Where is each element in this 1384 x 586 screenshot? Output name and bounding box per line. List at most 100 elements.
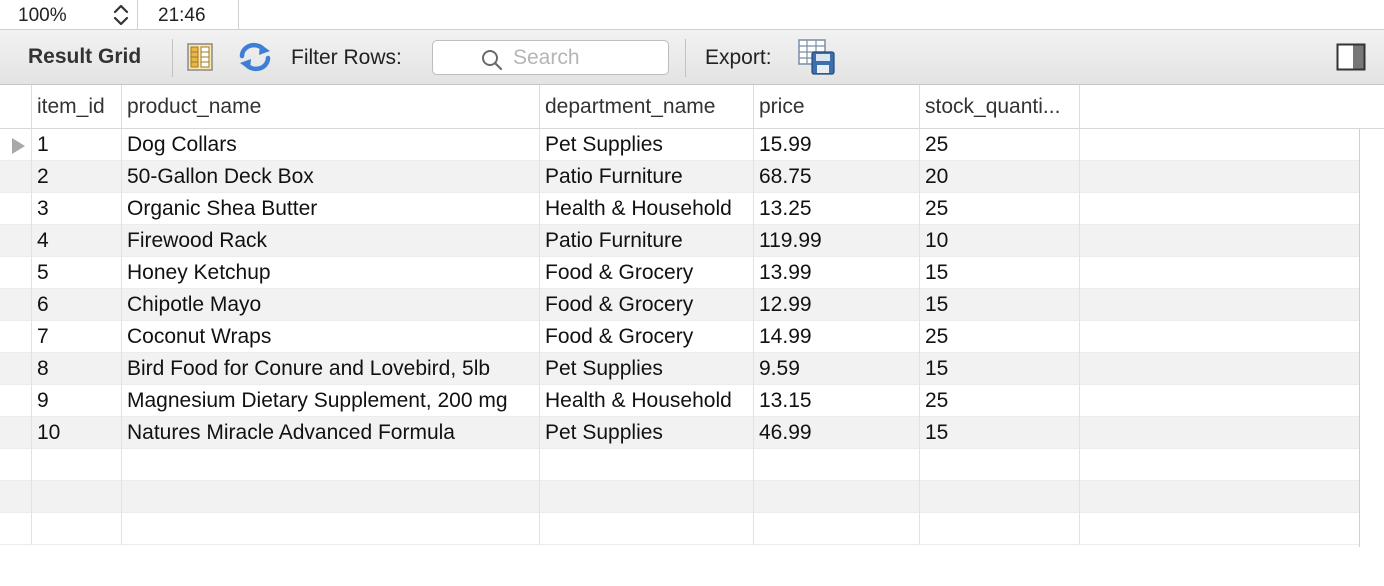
column-header-item-id[interactable]: item_id — [32, 85, 122, 129]
table-row[interactable]: 4 Firewood Rack Patio Furniture 119.99 10 — [0, 225, 1359, 257]
cell-item-id[interactable]: 3 — [32, 193, 122, 225]
cell-product-name[interactable]: Magnesium Dietary Supplement, 200 mg — [122, 385, 540, 417]
cell-price[interactable] — [754, 513, 920, 545]
refresh-arrows-icon[interactable] — [238, 42, 272, 72]
cell-price[interactable]: 15.99 — [754, 129, 920, 161]
cell-department-name[interactable]: Pet Supplies — [540, 353, 754, 385]
table-row[interactable]: 2 50-Gallon Deck Box Patio Furniture 68.75 2… — [0, 161, 1359, 193]
cell-department-name[interactable]: Health & Household — [540, 193, 754, 225]
row-selector[interactable] — [0, 353, 32, 385]
form-columns-icon[interactable] — [187, 43, 213, 71]
table-row[interactable]: 7 Coconut Wraps Food & Grocery 14.99 25 — [0, 321, 1359, 353]
cell-product-name[interactable]: Chipotle Mayo — [122, 289, 540, 321]
cell-item-id[interactable]: 4 — [32, 225, 122, 257]
table-row[interactable]: 3 Organic Shea Butter Health & Household 13… — [0, 193, 1359, 225]
row-selector[interactable] — [0, 289, 32, 321]
cell-price[interactable]: 13.15 — [754, 385, 920, 417]
row-selector[interactable] — [0, 193, 32, 225]
row-selector[interactable] — [0, 225, 32, 257]
cell-stock-quantity[interactable]: 25 — [920, 385, 1080, 417]
column-header-product-name[interactable]: product_name — [122, 85, 540, 129]
column-header-stock-quantity[interactable]: stock_quanti... — [920, 85, 1080, 129]
cell-price[interactable]: 13.25 — [754, 193, 920, 225]
cell-item-id[interactable]: 8 — [32, 353, 122, 385]
cell-item-id[interactable]: 7 — [32, 321, 122, 353]
cell-department-name[interactable]: Food & Grocery — [540, 321, 754, 353]
search-input[interactable] — [513, 45, 663, 71]
cell-stock-quantity[interactable]: 15 — [920, 289, 1080, 321]
cell-price[interactable]: 9.59 — [754, 353, 920, 385]
cell-product-name[interactable]: Firewood Rack — [122, 225, 540, 257]
cell-price[interactable]: 119.99 — [754, 225, 920, 257]
cell-item-id[interactable]: 6 — [32, 289, 122, 321]
cell-price[interactable] — [754, 481, 920, 513]
cell-product-name[interactable]: Coconut Wraps — [122, 321, 540, 353]
row-selector[interactable] — [0, 513, 32, 545]
cell-stock-quantity[interactable]: 15 — [920, 257, 1080, 289]
cell-price[interactable] — [754, 449, 920, 481]
column-header-department-name[interactable]: department_name — [540, 85, 754, 129]
cell-product-name[interactable]: Natures Miracle Advanced Formula — [122, 417, 540, 449]
cell-stock-quantity[interactable]: 25 — [920, 129, 1080, 161]
cell-stock-quantity[interactable]: 15 — [920, 417, 1080, 449]
cell-department-name[interactable] — [540, 449, 754, 481]
cell-stock-quantity[interactable]: 25 — [920, 193, 1080, 225]
column-header-price[interactable]: price — [754, 85, 920, 129]
cell-stock-quantity[interactable]: 25 — [920, 321, 1080, 353]
cell-department-name[interactable] — [540, 513, 754, 545]
cell-product-name[interactable]: Honey Ketchup — [122, 257, 540, 289]
cell-stock-quantity[interactable] — [920, 481, 1080, 513]
cell-price[interactable]: 12.99 — [754, 289, 920, 321]
cell-department-name[interactable]: Health & Household — [540, 385, 754, 417]
cell-stock-quantity[interactable] — [920, 513, 1080, 545]
row-selector[interactable] — [0, 385, 32, 417]
export-table-save-icon[interactable] — [798, 39, 836, 75]
cell-price[interactable]: 14.99 — [754, 321, 920, 353]
row-selector[interactable] — [0, 257, 32, 289]
cell-item-id[interactable] — [32, 449, 122, 481]
table-row[interactable]: 9 Magnesium Dietary Supplement, 200 mg Hea… — [0, 385, 1359, 417]
cell-stock-quantity[interactable]: 15 — [920, 353, 1080, 385]
cell-department-name[interactable]: Pet Supplies — [540, 129, 754, 161]
cell-stock-quantity[interactable]: 20 — [920, 161, 1080, 193]
result-grid-tab[interactable]: Result Grid — [28, 45, 142, 68]
cell-department-name[interactable]: Patio Furniture — [540, 161, 754, 193]
cell-item-id[interactable]: 5 — [32, 257, 122, 289]
table-row[interactable]: 1 Dog Collars Pet Supplies 15.99 25 — [0, 129, 1359, 161]
filter-search-box[interactable] — [432, 40, 669, 75]
cell-department-name[interactable]: Food & Grocery — [540, 289, 754, 321]
cell-product-name[interactable]: Dog Collars — [122, 129, 540, 161]
cell-department-name[interactable]: Patio Furniture — [540, 225, 754, 257]
row-selector[interactable] — [0, 449, 32, 481]
table-row[interactable]: 6 Chipotle Mayo Food & Grocery 12.99 15 — [0, 289, 1359, 321]
cell-department-name[interactable] — [540, 481, 754, 513]
row-selector[interactable] — [0, 161, 32, 193]
table-row[interactable]: 5 Honey Ketchup Food & Grocery 13.99 15 — [0, 257, 1359, 289]
empty-row[interactable] — [0, 481, 1359, 513]
cell-item-id[interactable]: 9 — [32, 385, 122, 417]
empty-row[interactable] — [0, 513, 1359, 545]
cell-product-name[interactable] — [122, 449, 540, 481]
empty-row[interactable] — [0, 449, 1359, 481]
row-selector[interactable] — [0, 417, 32, 449]
cell-stock-quantity[interactable] — [920, 449, 1080, 481]
cell-price[interactable]: 46.99 — [754, 417, 920, 449]
cell-product-name[interactable] — [122, 481, 540, 513]
row-selector[interactable] — [0, 129, 32, 161]
cell-product-name[interactable]: 50-Gallon Deck Box — [122, 161, 540, 193]
cell-item-id[interactable]: 1 — [32, 129, 122, 161]
chevron-up-down-icon[interactable] — [110, 2, 132, 28]
cell-item-id[interactable]: 10 — [32, 417, 122, 449]
cell-department-name[interactable]: Pet Supplies — [540, 417, 754, 449]
side-panel-toggle-icon[interactable] — [1336, 43, 1366, 71]
cell-product-name[interactable]: Organic Shea Butter — [122, 193, 540, 225]
cell-item-id[interactable] — [32, 481, 122, 513]
cell-price[interactable]: 13.99 — [754, 257, 920, 289]
cell-product-name[interactable] — [122, 513, 540, 545]
cell-item-id[interactable]: 2 — [32, 161, 122, 193]
row-selector[interactable] — [0, 481, 32, 513]
zoom-control[interactable]: 100% — [0, 0, 138, 30]
cell-item-id[interactable] — [32, 513, 122, 545]
table-row[interactable]: 8 Bird Food for Conure and Lovebird, 5lb P… — [0, 353, 1359, 385]
cell-stock-quantity[interactable]: 10 — [920, 225, 1080, 257]
